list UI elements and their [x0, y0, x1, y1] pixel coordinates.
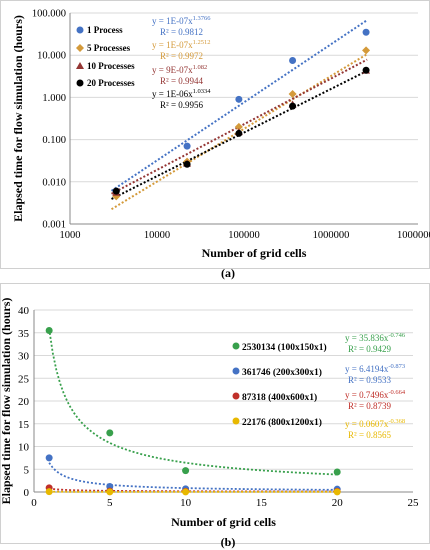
data-point: [182, 488, 190, 496]
y-tick-label: 0: [24, 487, 30, 499]
trendline-equation: y = 0.7496x-0.664: [345, 389, 406, 400]
data-point: [45, 488, 53, 496]
r-squared: R² = 0.9956: [160, 100, 204, 110]
data-point: [235, 129, 243, 137]
y-tick-label: 100.000: [32, 9, 66, 20]
legend-marker: [232, 367, 240, 375]
panel-b-caption: (b): [221, 535, 236, 549]
trendline: [48, 462, 338, 491]
legend-marker: [76, 44, 84, 52]
data-point: [288, 90, 297, 99]
x-tick-label: 100000: [228, 230, 260, 241]
x-tick-label: 25: [408, 497, 420, 509]
trendline-equation: y = 1E-07x1.2512: [152, 39, 210, 50]
r-squared: R² = 0.8739: [348, 401, 392, 411]
x-tick-label: 10: [180, 497, 192, 509]
legend-label: 361746 (200x300x1): [242, 367, 322, 378]
r-squared: R² = 0.8565: [348, 430, 392, 440]
legend-label: 2530134 (100x150x1): [242, 342, 327, 353]
y-tick-label: 40: [18, 305, 30, 317]
y-tick-label: 25: [18, 373, 30, 385]
data-point: [362, 46, 371, 55]
data-point: [333, 468, 341, 476]
legend-marker: [232, 342, 240, 350]
data-point: [362, 66, 370, 74]
y-tick-label: 0.010: [42, 177, 66, 188]
legend-label: 20 Processes: [87, 78, 135, 88]
legend-label: 87318 (400x600x1): [242, 392, 317, 403]
legend-marker: [232, 392, 240, 400]
legend-label: 1 Process: [87, 25, 123, 35]
y-tick-label: 30: [18, 351, 30, 363]
legend-marker: [232, 417, 240, 425]
x-tick-label: 5: [107, 497, 113, 509]
data-point: [106, 429, 114, 437]
panel-b-border: [0, 283, 430, 544]
x-tick-label: 15: [256, 497, 268, 509]
x-axis-title: Number of grid cells: [202, 246, 307, 260]
x-axis-title: Number of grid cells: [171, 515, 276, 529]
data-point: [234, 122, 243, 131]
y-tick-label: 10: [18, 442, 30, 454]
data-point: [182, 467, 190, 475]
x-tick-label: 0: [31, 497, 37, 509]
y-tick-label: 15: [18, 419, 30, 431]
data-point: [106, 488, 114, 496]
y-tick-label: 20: [18, 396, 30, 408]
data-point: [289, 56, 297, 64]
data-point: [289, 102, 297, 110]
x-tick-label: 10000: [144, 230, 170, 241]
y-axis-title: Elapsed time for flow simulation (hours): [0, 298, 13, 505]
x-tick-label: 10000000: [397, 230, 430, 241]
r-squared: R² = 0.9944: [160, 76, 204, 86]
trendline-equation: y = 9E-07x1.082: [152, 64, 207, 75]
panel-a-chart: 0.001 0.010 0.100 1.000 10.000 100.000 1000 100…: [11, 9, 430, 261]
data-point: [183, 142, 191, 150]
y-tick-label: 5: [24, 464, 30, 476]
panel-a-caption: (a): [221, 266, 235, 280]
y-tick-label: 0.100: [42, 135, 66, 146]
legend-marker: [76, 26, 84, 34]
r-squared: R² = 0.9429: [348, 344, 392, 354]
trendline-equation: y = 35.836x-0.746: [345, 332, 406, 343]
data-point: [183, 160, 191, 168]
legend-marker: [76, 79, 84, 87]
trendline-equation: y = 1E-06x1.0334: [152, 88, 211, 99]
y-tick-label: 10.000: [37, 51, 66, 62]
data-point: [45, 454, 53, 462]
data-point: [235, 95, 243, 103]
r-squared: R² = 0.9972: [160, 51, 203, 61]
data-point: [333, 488, 341, 496]
trendline: [48, 328, 338, 476]
data-point: [45, 326, 53, 334]
r-squared: R² = 0.9812: [160, 27, 203, 37]
y-axis-title: Elapsed time for flow simulation (hours): [11, 15, 25, 222]
trendline-equation: y = 6.4194x-0.873: [345, 363, 405, 374]
y-tick-label: 1.000: [42, 93, 66, 104]
trendline: [110, 19, 368, 192]
x-tick-label: 20: [332, 497, 344, 509]
legend-label: 22176 (800x1200x1): [242, 417, 322, 428]
legend-label: 10 Processes: [87, 61, 135, 71]
r-squared: R² = 0.9533: [348, 375, 392, 385]
x-tick-label: 1000: [60, 230, 81, 241]
legend-marker: [76, 62, 84, 69]
trendline-equation: y = 1E-07x1.3766: [152, 15, 211, 26]
x-tick-label: 1000000: [313, 230, 350, 241]
trendline-equation: y = 0.0607x-0.368: [345, 418, 405, 429]
data-point: [112, 187, 120, 195]
y-tick-label: 35: [18, 328, 30, 340]
legend-label: 5 Processes: [87, 43, 131, 53]
y-tick-label: 0.001: [42, 220, 66, 231]
data-point: [362, 28, 370, 36]
panel-b-chart: 0 5 10 15 20 25 30 35 40 0 5 10 15 20 25 Number of grid…: [0, 298, 419, 529]
